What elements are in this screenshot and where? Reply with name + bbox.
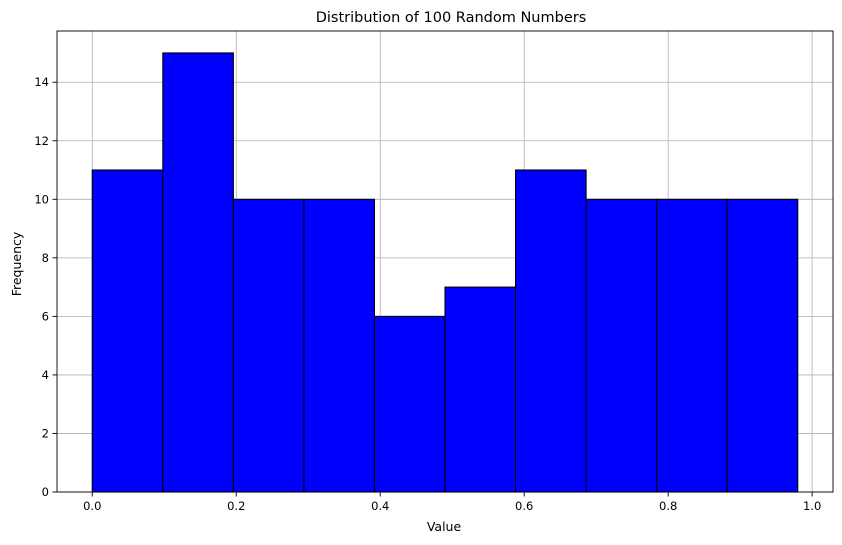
histogram-bar-0	[91, 169, 164, 493]
chart-title: Distribution of 100 Random Numbers	[316, 10, 587, 26]
x-tick-label-5: 1.0	[803, 499, 821, 513]
histogram-bar-8	[656, 198, 728, 493]
x-tick-label-0: 0.0	[83, 499, 101, 513]
x-axis-label: Value	[427, 519, 462, 534]
x-tick-label-3: 0.6	[515, 499, 533, 513]
histogram-bar-7	[585, 198, 658, 493]
x-tick-label-1: 0.2	[227, 499, 245, 513]
y-tick-label-3: 6	[42, 309, 49, 323]
y-tick-label-2: 4	[42, 368, 49, 382]
y-tick-label-6: 12	[34, 134, 49, 148]
y-tick-label-0: 0	[42, 485, 49, 499]
histogram-bar-6	[514, 169, 587, 493]
histogram-bar-4	[373, 315, 446, 493]
axes-frame	[56, 30, 834, 493]
tick-marks-and-labels: 0.0 0.2 0.4 0.6 0.8 1.0 0 2 4 6 8 10 12 14	[34, 75, 821, 513]
histogram-bars	[91, 52, 799, 493]
y-tick-label-1: 2	[42, 426, 49, 440]
y-tick-label-4: 8	[42, 251, 49, 265]
x-tick-label-2: 0.4	[371, 499, 389, 513]
x-tick-label-4: 0.8	[659, 499, 677, 513]
y-axis-label: Frequency	[9, 231, 24, 296]
histogram-bar-1	[162, 52, 234, 493]
y-tick-label-5: 10	[34, 192, 49, 206]
histogram-bar-9	[726, 198, 799, 493]
histogram-bar-5	[444, 286, 517, 493]
axes	[56, 30, 834, 493]
histogram-bar-2	[232, 198, 305, 493]
y-tick-label-7: 14	[34, 75, 49, 89]
histogram-bar-3	[303, 198, 376, 493]
